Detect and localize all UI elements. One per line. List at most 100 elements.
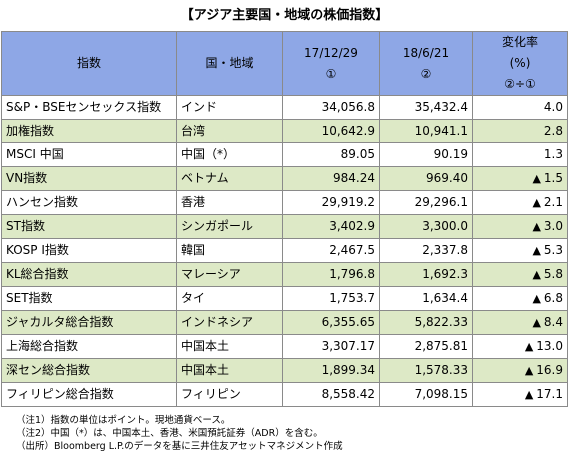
- change-cell: ▲ 5.3: [472, 237, 568, 263]
- table-row: MSCI 中国 中国（*） 89.05 90.19 1.3: [1, 142, 568, 167]
- value-1-cell: 1,796.8: [282, 261, 380, 287]
- value-1-cell: 3,307.17: [282, 333, 380, 359]
- value-1-cell: 89.05: [282, 142, 380, 167]
- change-value: 16.9: [536, 362, 563, 377]
- value-2-cell: 3,300.0: [379, 213, 473, 239]
- region-cell: 中国本土: [176, 357, 283, 383]
- index-cell: 上海総合指数: [1, 333, 177, 359]
- region-cell: 香港: [176, 189, 283, 215]
- footnote-source: （出所）Bloomberg L.P.のデータを基に三井住友アセットマネジメント作…: [16, 441, 343, 452]
- index-cell: 深セン総合指数: [1, 357, 177, 383]
- change-value: 4.0: [543, 100, 563, 115]
- region-cell: ベトナム: [176, 165, 283, 191]
- region-cell: フィリピン: [176, 381, 283, 407]
- negative-triangle-icon: ▲: [532, 243, 541, 257]
- change-value: 5.3: [543, 242, 563, 257]
- index-cell: フィリピン総合指数: [1, 381, 177, 407]
- index-cell: 加権指数: [1, 118, 177, 143]
- value-2-cell: 2,337.8: [379, 237, 473, 263]
- value-2-cell: 969.40: [379, 165, 473, 191]
- index-cell: ST指数: [1, 213, 177, 239]
- value-2-cell: 1,692.3: [379, 261, 473, 287]
- change-cell: ▲ 1.5: [472, 165, 568, 191]
- value-1-cell: 1,899.34: [282, 357, 380, 383]
- value-1-cell: 6,355.65: [282, 309, 380, 335]
- value-1-cell: 2,467.5: [282, 237, 380, 263]
- change-cell: ▲ 17.1: [472, 381, 568, 407]
- index-cell: SET指数: [1, 285, 177, 311]
- value-2-cell: 5,822.33: [379, 309, 473, 335]
- change-value: 2.1: [543, 194, 563, 209]
- header-date-2: 18/6/21 ②: [379, 31, 473, 96]
- region-cell: 韓国: [176, 237, 283, 263]
- value-2-cell: 90.19: [379, 142, 473, 167]
- change-cell: ▲ 8.4: [472, 309, 568, 335]
- index-cell: KL総合指数: [1, 261, 177, 287]
- table-row: 上海総合指数 中国本土 3,307.17 2,875.81 ▲ 13.0: [1, 333, 568, 359]
- stock-index-table: 指数 国・地域 17/12/29 ① 18/6/21 ② 変化率 (%) ②÷①…: [1, 31, 568, 407]
- header-change-label: 変化率: [501, 35, 538, 49]
- value-1-cell: 29,919.2: [282, 189, 380, 215]
- table-row: SET指数 タイ 1,753.7 1,634.4 ▲ 6.8: [1, 285, 568, 311]
- change-cell: ▲ 6.8: [472, 285, 568, 311]
- value-2-cell: 1,578.33: [379, 357, 473, 383]
- change-value: 6.8: [543, 290, 563, 305]
- change-value: 5.8: [543, 266, 563, 281]
- change-cell: 4.0: [472, 95, 568, 120]
- table-row: 深セン総合指数 中国本土 1,899.34 1,578.33 ▲ 16.9: [1, 357, 568, 383]
- negative-triangle-icon: ▲: [532, 171, 541, 185]
- negative-triangle-icon: ▲: [524, 387, 534, 401]
- value-2-cell: 1,634.4: [379, 285, 473, 311]
- change-cell: ▲ 16.9: [472, 357, 568, 383]
- region-cell: 台湾: [176, 118, 283, 143]
- region-cell: 中国（*）: [176, 142, 283, 167]
- region-cell: シンガポール: [176, 213, 283, 239]
- change-value: 17.1: [536, 386, 563, 401]
- header-region: 国・地域: [176, 31, 283, 96]
- header-index: 指数: [1, 31, 177, 96]
- negative-triangle-icon: ▲: [524, 339, 534, 353]
- index-cell: S&P・BSEセンセックス指数: [1, 95, 177, 120]
- region-cell: マレーシア: [176, 261, 283, 287]
- change-value: 1.5: [543, 170, 563, 185]
- table-row: KL総合指数 マレーシア 1,796.8 1,692.3 ▲ 5.8: [1, 261, 568, 287]
- change-cell: ▲ 5.8: [472, 261, 568, 287]
- table-row: ジャカルタ総合指数 インドネシア 6,355.65 5,822.33 ▲ 8.4: [1, 309, 568, 335]
- negative-triangle-icon: ▲: [524, 363, 534, 377]
- table-row: 加権指数 台湾 10,642.9 10,941.1 2.8: [1, 118, 568, 143]
- header-change: 変化率 (%) ②÷①: [472, 31, 568, 96]
- header-change-formula: ②÷①: [504, 77, 536, 91]
- header-date-1-mark: ①: [325, 66, 337, 81]
- table-row: S&P・BSEセンセックス指数 インド 34,056.8 35,432.4 4.0: [1, 95, 568, 120]
- region-cell: インド: [176, 95, 283, 120]
- index-cell: ジャカルタ総合指数: [1, 309, 177, 335]
- change-value: 3.0: [543, 218, 563, 233]
- change-value: 2.8: [543, 123, 563, 138]
- region-cell: インドネシア: [176, 309, 283, 335]
- index-cell: ハンセン指数: [1, 189, 177, 215]
- value-1-cell: 8,558.42: [282, 381, 380, 407]
- value-1-cell: 984.24: [282, 165, 380, 191]
- change-cell: 2.8: [472, 118, 568, 143]
- negative-triangle-icon: ▲: [532, 315, 541, 329]
- header-date-2-mark: ②: [420, 66, 432, 81]
- change-cell: ▲ 3.0: [472, 213, 568, 239]
- negative-triangle-icon: ▲: [532, 195, 541, 209]
- change-value: 8.4: [543, 314, 563, 329]
- change-cell: ▲ 13.0: [472, 333, 568, 359]
- value-1-cell: 3,402.9: [282, 213, 380, 239]
- change-cell: 1.3: [472, 142, 568, 167]
- value-2-cell: 35,432.4: [379, 95, 473, 120]
- table-row: ハンセン指数 香港 29,919.2 29,296.1 ▲ 2.1: [1, 189, 568, 215]
- footnote-1: （注1）指数の単位はポイント。現地通貨ベース。: [16, 415, 231, 426]
- index-cell: KOSP I指数: [1, 237, 177, 263]
- table-row: KOSP I指数 韓国 2,467.5 2,337.8 ▲ 5.3: [1, 237, 568, 263]
- header-change-unit: (%): [509, 56, 531, 70]
- table-row: VN指数 ベトナム 984.24 969.40 ▲ 1.5: [1, 165, 568, 191]
- header-date-1-label: 17/12/29: [304, 45, 358, 60]
- header-row: 指数 国・地域 17/12/29 ① 18/6/21 ② 変化率 (%) ②÷①: [1, 31, 568, 96]
- table-row: ST指数 シンガポール 3,402.9 3,300.0 ▲ 3.0: [1, 213, 568, 239]
- change-cell: ▲ 2.1: [472, 189, 568, 215]
- index-cell: MSCI 中国: [1, 142, 177, 167]
- value-2-cell: 7,098.15: [379, 381, 473, 407]
